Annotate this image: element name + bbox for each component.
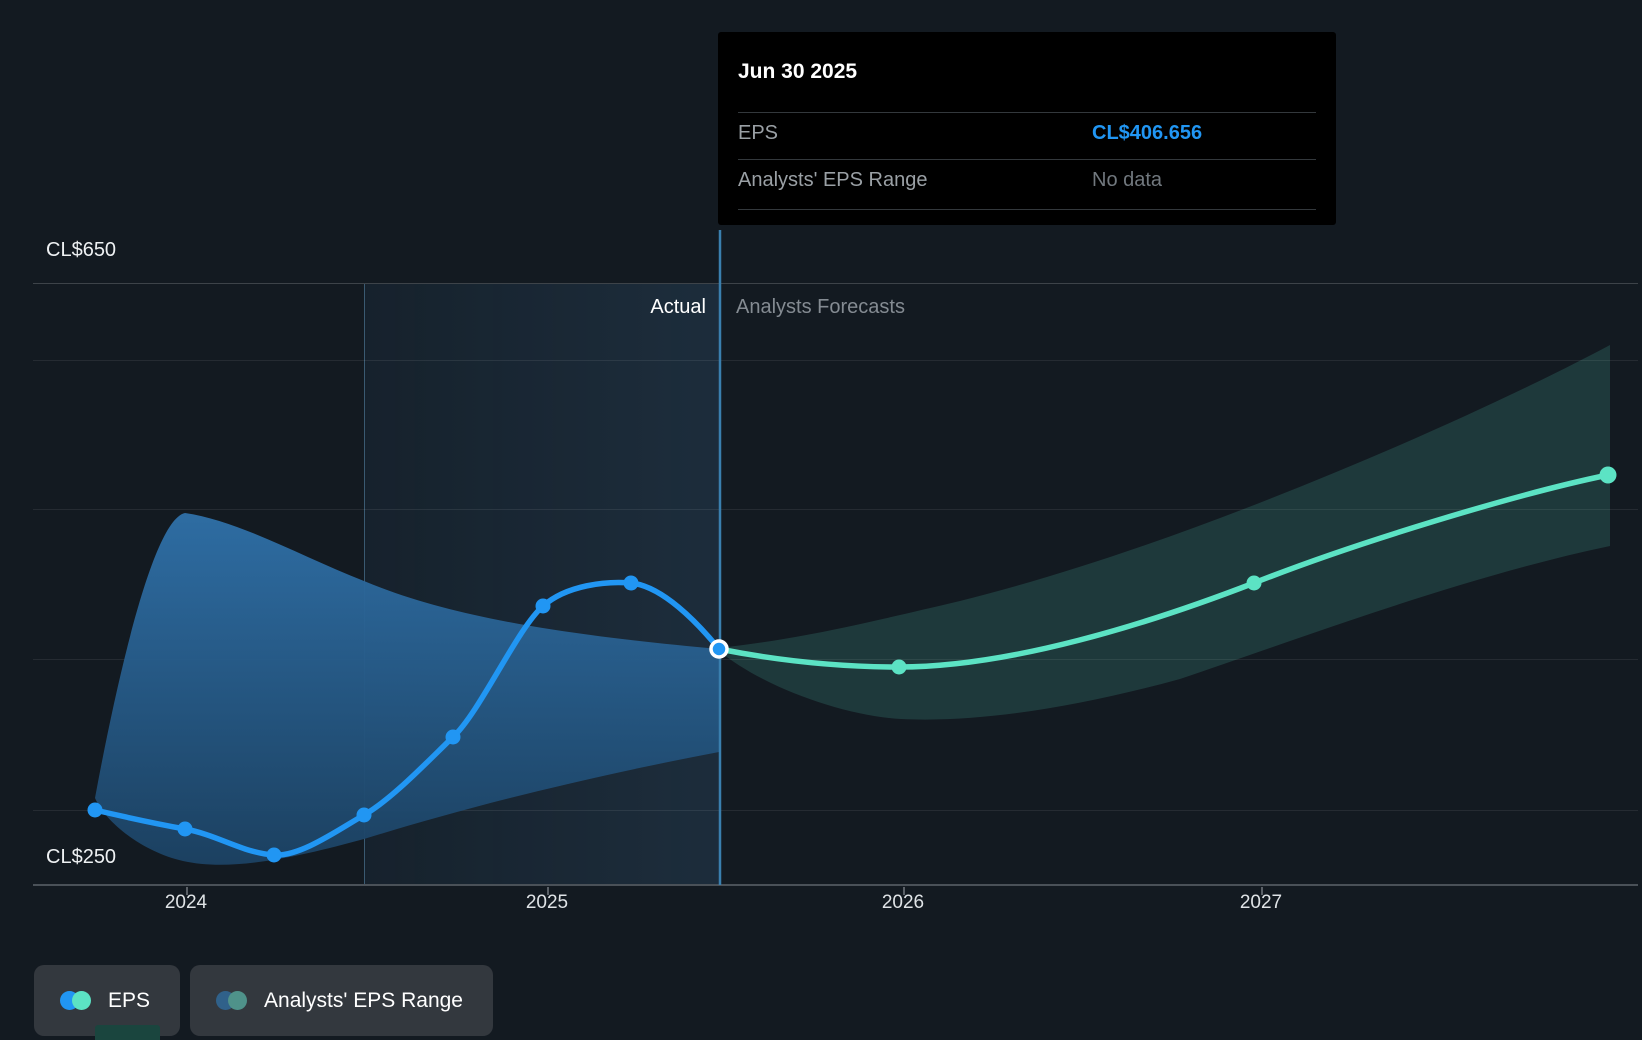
tooltip-date: Jun 30 2025 <box>738 60 858 83</box>
x-tick-2024 <box>186 887 188 895</box>
chart-legend: EPS Analysts' EPS Range <box>34 965 493 1036</box>
x-axis-line <box>33 884 1638 886</box>
gridline-500 <box>33 509 1638 510</box>
x-axis-label-2025: 2025 <box>525 892 569 913</box>
actual-phase-label: Actual <box>650 296 706 318</box>
eps-actual-line <box>92 579 722 858</box>
eps-point-selected-jun-2025[interactable] <box>709 639 729 659</box>
tooltip-divider <box>738 112 1316 113</box>
chart-tooltip: Jun 30 2025 EPS CL$406.656 Analysts' EPS… <box>718 32 1336 225</box>
forecast-point-dec-2026[interactable] <box>1246 575 1262 591</box>
eps-point-sep-2023[interactable] <box>87 802 103 818</box>
eps-forecast-line <box>716 472 1611 670</box>
eps-point-mar-2024[interactable] <box>266 847 282 863</box>
gridline-400 <box>33 659 1638 660</box>
legend-range-label: Analysts' EPS Range <box>264 988 463 1012</box>
forecast-point-dec-2027[interactable] <box>1599 466 1617 484</box>
x-tick-2025 <box>547 887 549 895</box>
tooltip-range-label: Analysts' EPS Range <box>738 169 928 191</box>
x-axis-label-2027: 2027 <box>1239 892 1283 913</box>
legend-toggle-eps[interactable]: EPS <box>34 965 181 1036</box>
range-legend-dots-icon <box>216 991 248 1010</box>
x-axis-label-2026: 2026 <box>881 892 925 913</box>
tooltip-range-value: No data <box>1092 169 1163 191</box>
x-axis-label-2024: 2024 <box>164 892 208 913</box>
forecast-eps-range-band <box>719 345 1610 720</box>
eps-point-sep-2024[interactable] <box>445 729 461 745</box>
tooltip-eps-value: CL$406.656 <box>1092 122 1203 144</box>
forecast-point-dec-2025[interactable] <box>891 659 907 675</box>
eps-point-dec-2024[interactable] <box>535 598 551 614</box>
x-tick-2027 <box>1261 887 1263 895</box>
eps-point-mar-2025[interactable] <box>623 575 639 591</box>
bottom-partial-element <box>95 1025 160 1040</box>
gridline-600 <box>33 360 1638 361</box>
x-tick-2026 <box>903 887 905 895</box>
gridline-650 <box>33 283 1638 284</box>
tooltip-eps-label: EPS <box>738 122 779 144</box>
y-axis-label-top: CL$650 <box>46 239 117 261</box>
forecast-phase-label: Analysts Forecasts <box>736 296 905 318</box>
legend-eps-label: EPS <box>108 988 151 1012</box>
actual-eps-range-band <box>95 513 719 865</box>
eps-point-jun-2024[interactable] <box>356 807 372 823</box>
tooltip-divider <box>738 209 1316 210</box>
tooltip-divider <box>738 159 1316 160</box>
eps-legend-dots-icon <box>60 991 91 1010</box>
legend-toggle-analysts-eps-range[interactable]: Analysts' EPS Range <box>190 965 493 1036</box>
eps-point-dec-2023[interactable] <box>177 821 193 837</box>
y-axis-label-bottom: CL$250 <box>46 846 117 868</box>
gridline-300 <box>33 810 1638 811</box>
